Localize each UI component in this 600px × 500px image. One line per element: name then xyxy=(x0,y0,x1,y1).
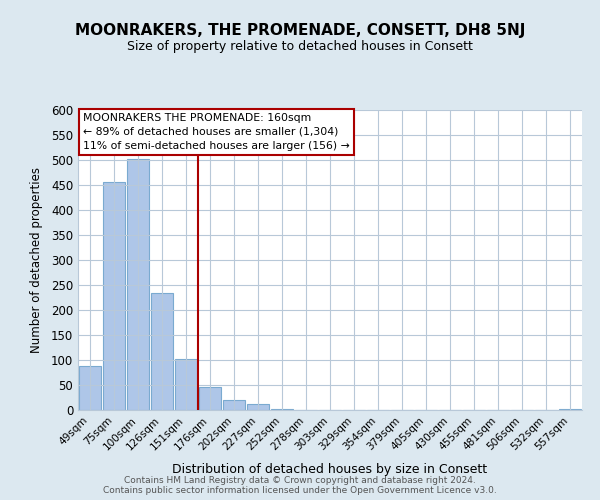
Bar xyxy=(223,400,245,410)
Bar xyxy=(151,293,173,410)
Bar xyxy=(103,182,125,410)
Bar xyxy=(175,358,197,410)
Text: MOONRAKERS THE PROMENADE: 160sqm
← 89% of detached houses are smaller (1,304)
11: MOONRAKERS THE PROMENADE: 160sqm ← 89% o… xyxy=(83,113,350,151)
Text: Contains HM Land Registry data © Crown copyright and database right 2024.
Contai: Contains HM Land Registry data © Crown c… xyxy=(103,476,497,495)
Bar xyxy=(247,404,269,410)
X-axis label: Distribution of detached houses by size in Consett: Distribution of detached houses by size … xyxy=(172,463,488,476)
Bar xyxy=(199,386,221,410)
Y-axis label: Number of detached properties: Number of detached properties xyxy=(29,167,43,353)
Text: Size of property relative to detached houses in Consett: Size of property relative to detached ho… xyxy=(127,40,473,53)
Bar xyxy=(559,409,581,410)
Bar xyxy=(271,409,293,410)
Text: MOONRAKERS, THE PROMENADE, CONSETT, DH8 5NJ: MOONRAKERS, THE PROMENADE, CONSETT, DH8 … xyxy=(75,22,525,38)
Bar xyxy=(79,366,101,410)
Bar xyxy=(127,159,149,410)
